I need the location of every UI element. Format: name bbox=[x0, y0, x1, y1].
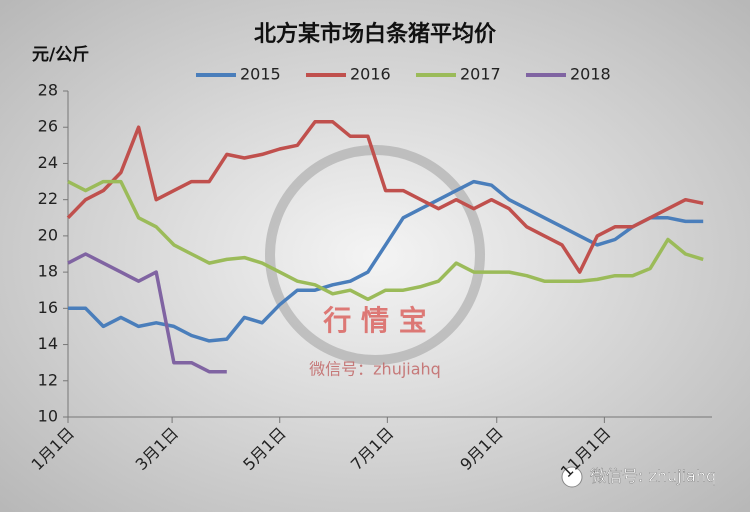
y-tick-label: 24 bbox=[38, 153, 58, 172]
y-tick-label: 28 bbox=[38, 81, 58, 100]
legend-label: 2017 bbox=[460, 65, 501, 84]
y-tick-label: 20 bbox=[38, 225, 58, 244]
y-tick-label: 18 bbox=[38, 262, 58, 281]
y-tick-label: 10 bbox=[38, 407, 58, 426]
y-axis-label: 元/公斤 bbox=[32, 45, 89, 65]
legend-label: 2015 bbox=[240, 65, 281, 84]
y-tick-label: 14 bbox=[38, 334, 58, 353]
y-tick-label: 26 bbox=[38, 117, 58, 136]
chart-title: 北方某市场白条猪平均价 bbox=[254, 21, 497, 47]
series-line bbox=[66, 120, 704, 274]
watermark-text: 行 情 宝 bbox=[322, 304, 427, 337]
series-line bbox=[67, 252, 227, 374]
wechat-icon bbox=[561, 466, 583, 488]
y-tick-label: 16 bbox=[38, 298, 58, 317]
series-line bbox=[67, 179, 704, 302]
y-tick-label: 22 bbox=[38, 189, 58, 208]
series-line bbox=[68, 179, 704, 343]
watermark-text: 微信号: zhujiahq bbox=[590, 467, 716, 486]
watermark-logo bbox=[265, 145, 485, 365]
legend-label: 2016 bbox=[350, 65, 391, 84]
legend-label: 2018 bbox=[570, 65, 611, 84]
watermark-text: 微信号：zhujiahq bbox=[309, 360, 441, 379]
y-tick-label: 12 bbox=[38, 370, 58, 389]
